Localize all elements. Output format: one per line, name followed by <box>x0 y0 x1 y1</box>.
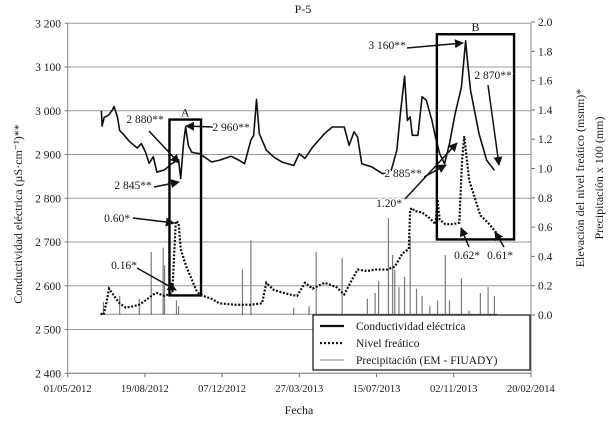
annotation-arrow <box>404 142 458 200</box>
annotation-label: 2 845** <box>114 180 152 192</box>
y-left-tick-label: 2 900 <box>35 150 61 162</box>
chart-title: P-5 <box>295 2 312 16</box>
y-left-tick-label: 2 600 <box>35 281 61 293</box>
highlight-box-a <box>168 118 203 297</box>
x-axis-title: Fecha <box>285 403 314 417</box>
annotation-label: 1.20* <box>376 198 402 210</box>
annotation-label: 0.60* <box>104 213 130 225</box>
annotation-arrow <box>185 121 214 131</box>
y-left-tick-label: 3 200 <box>35 18 61 30</box>
annotation-label: 0.62* <box>454 250 480 262</box>
y-left-tick-label: 2 400 <box>35 368 61 380</box>
x-tick-label: 19/08/2012 <box>121 384 169 395</box>
annotation-label: 3 160** <box>368 40 406 52</box>
x-tick-label: 27/03/2013 <box>275 384 323 395</box>
annotation-label: 0.61* <box>487 250 513 262</box>
annotation-label: 2 885** <box>384 168 422 180</box>
y-right-tick-label: 1.6 <box>538 76 553 88</box>
annotation-arrow <box>148 130 180 164</box>
x-tick-label: 02/11/2013 <box>430 384 477 395</box>
x-tick-label: 07/12/2012 <box>198 384 246 395</box>
y-axis-right-title-level: Elevación del nivel freático (msnm)* <box>573 89 587 268</box>
water-level-line <box>100 136 498 317</box>
y-right-tick-label: 1.2 <box>538 134 553 146</box>
legend-label-precipitation: Precipitación (EM - FIUADY) <box>356 355 498 367</box>
highlight-box-label: B <box>471 20 479 34</box>
y-left-tick-label: 2 500 <box>35 325 61 337</box>
annotation-arrow <box>136 267 177 291</box>
annotation-arrow <box>487 84 503 166</box>
y-right-tick-label: 2.0 <box>538 17 553 29</box>
annotation-arrow <box>494 231 505 248</box>
annotation-arrow <box>132 217 175 227</box>
y-right-tick-label: 1.4 <box>538 105 553 117</box>
y-right-tick-label: 0.4 <box>538 251 553 263</box>
y-right-tick-label: 0.6 <box>538 222 553 234</box>
legend: Conductividad eléctrica Nivel freático P… <box>312 314 531 371</box>
annotation-label: 0.16* <box>111 260 137 272</box>
highlight-box-label: A <box>181 106 190 120</box>
y-right-tick-label: 1.0 <box>538 164 553 176</box>
legend-label-water-level: Nivel freático <box>356 338 420 350</box>
conductivity-line <box>100 39 496 180</box>
y-right-tick-label: 0.2 <box>538 281 553 293</box>
annotation-arrow <box>459 227 470 248</box>
annotation-label: 2 880** <box>126 114 164 126</box>
annotation-label: 2 960** <box>212 122 250 134</box>
y-right-tick-label: 1.8 <box>538 46 553 58</box>
x-tick-label: 15/07/2013 <box>353 384 401 395</box>
y-left-tick-label: 3 100 <box>35 62 61 74</box>
y-right-tick-label: 0.8 <box>538 193 553 205</box>
y-left-tick-label: 2 800 <box>35 193 61 205</box>
y-right-tick-label: 0.0 <box>538 310 553 322</box>
annotation-arrow <box>153 179 180 189</box>
annotation-label: 2 870** <box>474 70 512 82</box>
y-axis-left-title: Conductividad eléctrica (µS·cm⁻¹)** <box>11 124 25 303</box>
y-axis-right-title-precip: Precipitación x 100 (mm) <box>592 117 606 240</box>
x-tick-label: 01/05/2012 <box>44 384 92 395</box>
legend-label-conductivity: Conductividad eléctrica <box>356 321 466 333</box>
annotation-arrow <box>406 39 464 49</box>
highlight-box-b <box>435 33 516 241</box>
y-left-tick-label: 2 700 <box>35 237 61 249</box>
y-left-tick-label: 3 000 <box>35 106 61 118</box>
x-tick-label: 20/02/2014 <box>507 384 556 395</box>
